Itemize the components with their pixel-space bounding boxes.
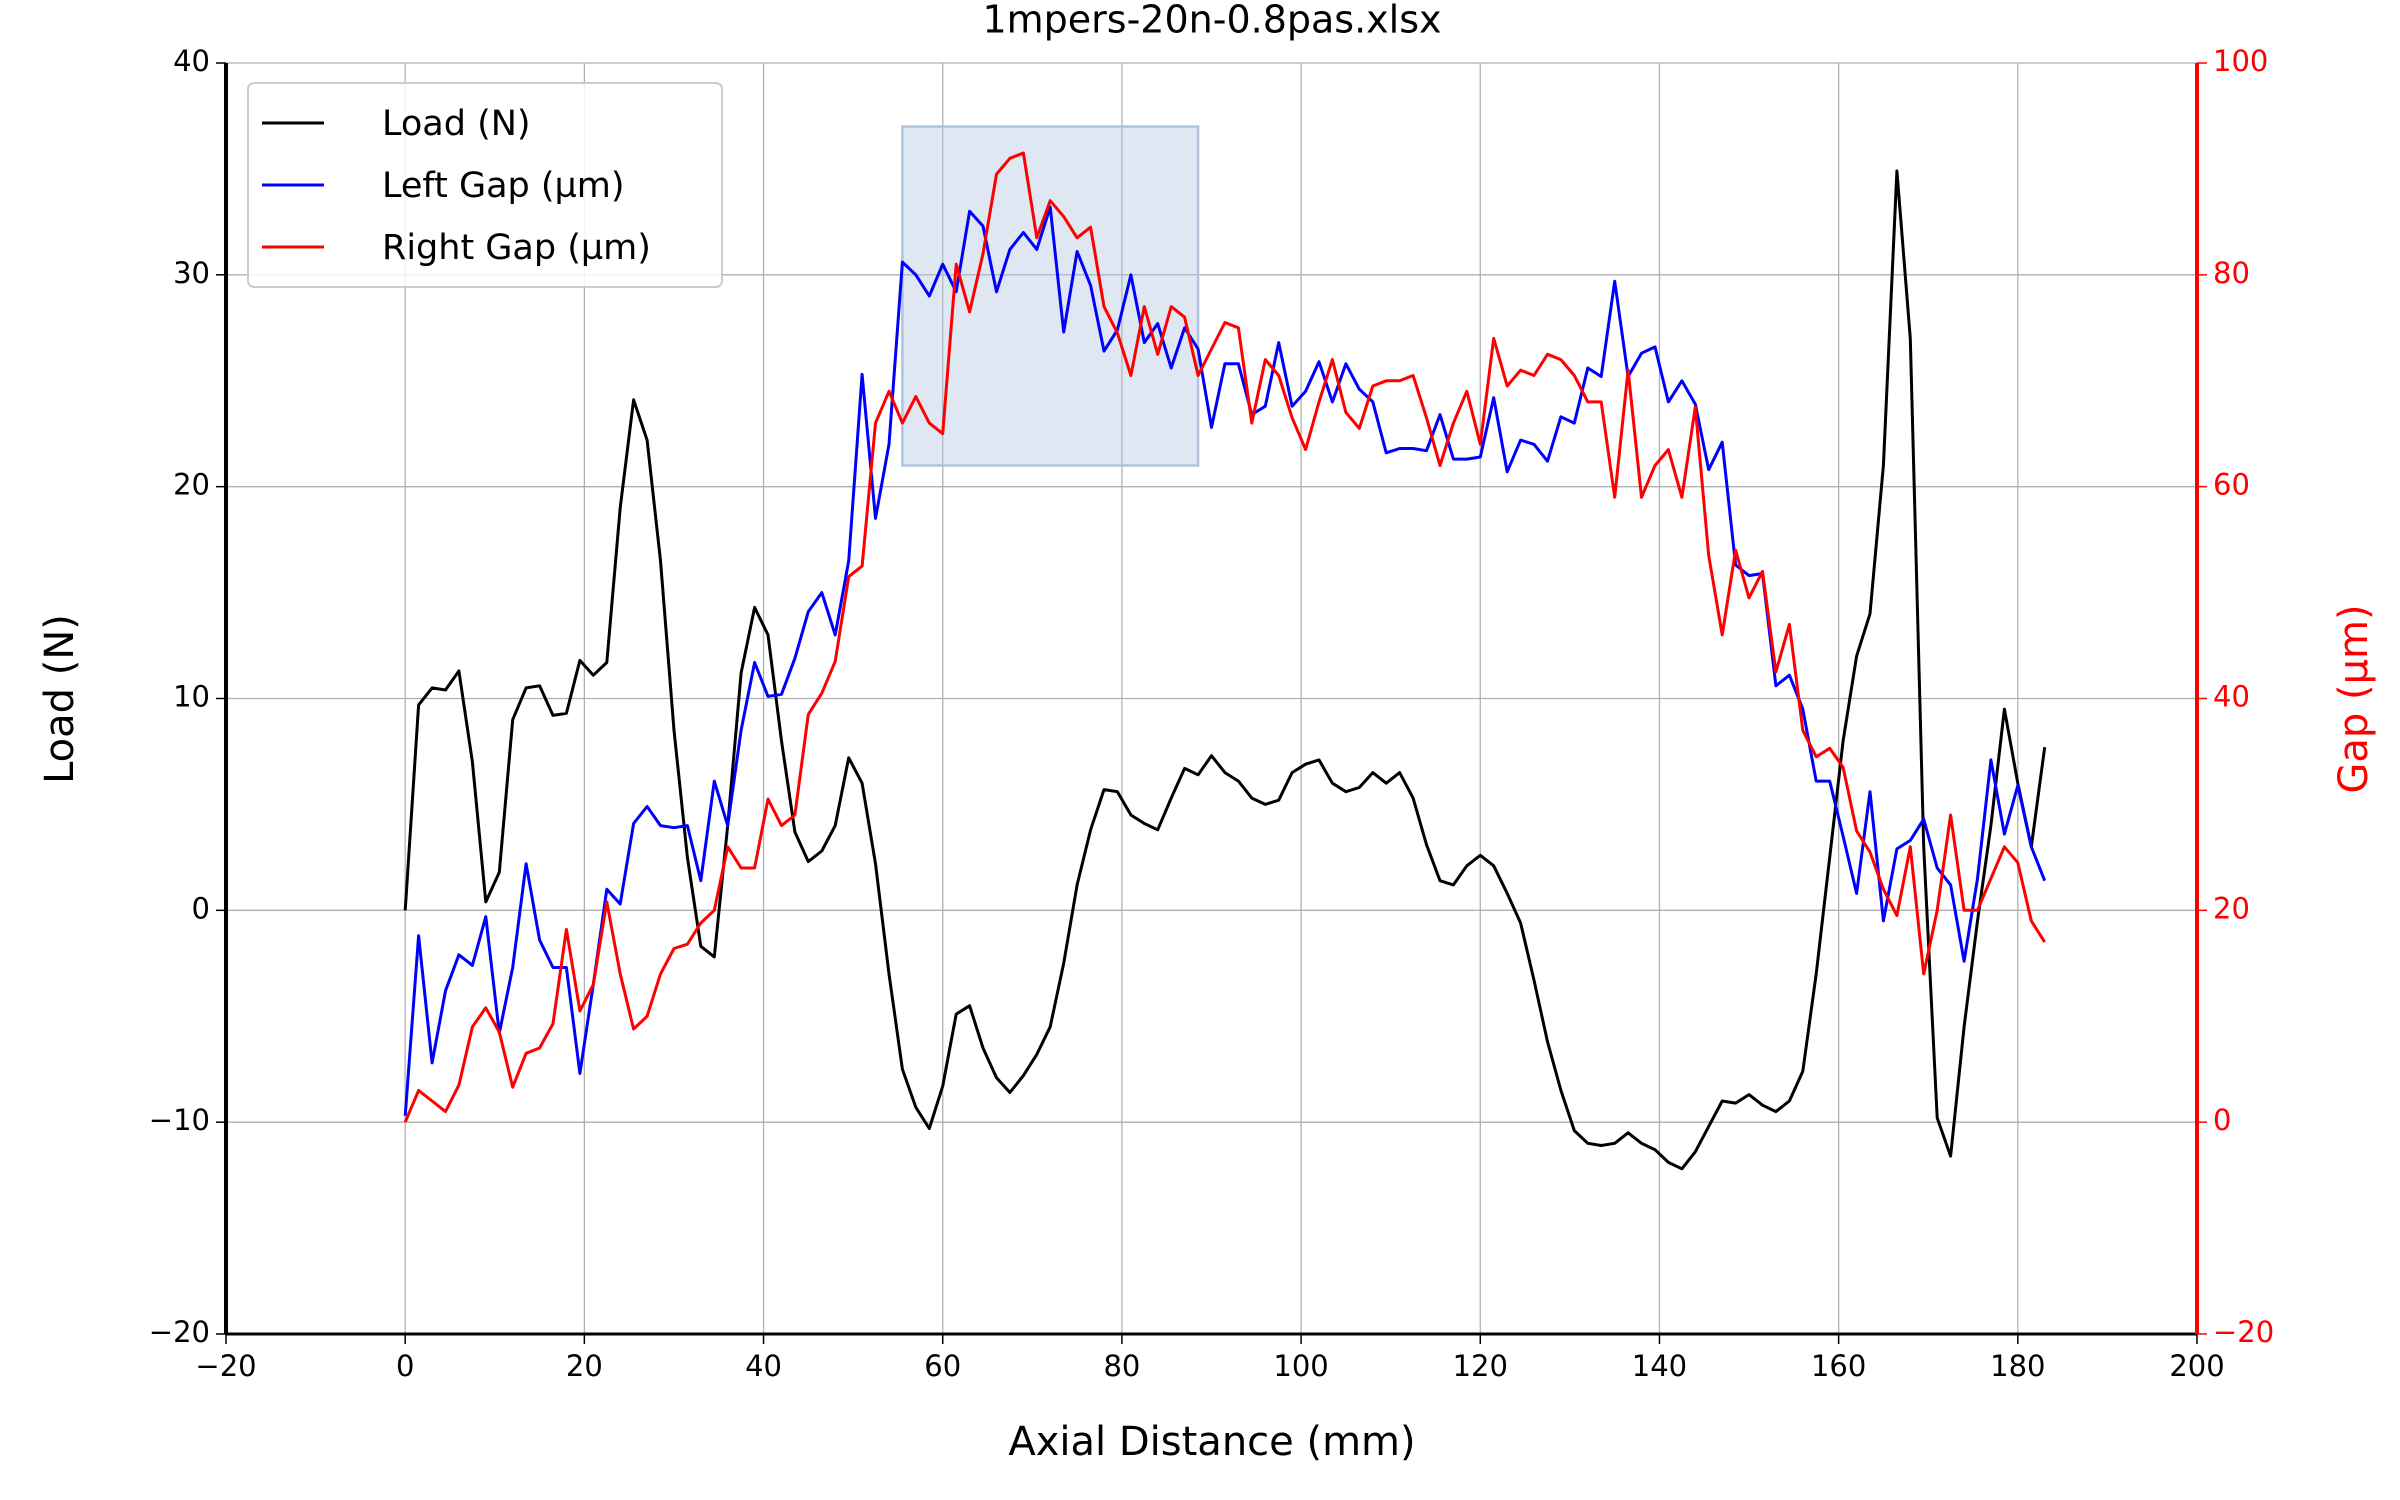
x-tick-label: 40 bbox=[745, 1349, 782, 1383]
y-tick-label: 10 bbox=[173, 680, 210, 714]
y-tick-label: 20 bbox=[173, 468, 210, 502]
highlight-region bbox=[901, 125, 1200, 467]
x-tick-label: 140 bbox=[1632, 1349, 1687, 1383]
chart-title: 1mpers-20n-0.8pas.xlsx bbox=[982, 0, 1441, 42]
y2-axis-label: Gap (µm) bbox=[2331, 604, 2377, 793]
x-tick-label: 100 bbox=[1273, 1349, 1328, 1383]
y2-tick-label: 100 bbox=[2213, 44, 2268, 78]
x-tick-label: 20 bbox=[566, 1349, 603, 1383]
data-line bbox=[403, 169, 2047, 1171]
legend-label: Load (N) bbox=[382, 104, 531, 144]
x-axis-label: Axial Distance (mm) bbox=[1008, 1419, 1415, 1465]
legend-box bbox=[247, 82, 723, 288]
y-tick-label: 30 bbox=[173, 256, 210, 290]
legend-label: Left Gap (µm) bbox=[382, 166, 625, 206]
y-tick-label: −10 bbox=[149, 1103, 210, 1137]
y2-tick-label: 80 bbox=[2213, 256, 2250, 290]
y-tick-label: 40 bbox=[173, 44, 210, 78]
x-tick-label: 160 bbox=[1811, 1349, 1866, 1383]
y-tick-label: −20 bbox=[149, 1315, 210, 1349]
y-axis-label: Load (N) bbox=[37, 614, 83, 784]
y2-tick-label: 60 bbox=[2213, 468, 2250, 502]
x-tick-label: −20 bbox=[195, 1349, 256, 1383]
x-tick-label: 180 bbox=[1990, 1349, 2045, 1383]
x-tick-label: 80 bbox=[1103, 1349, 1140, 1383]
data-line bbox=[403, 205, 2047, 1116]
y-tick-label: 0 bbox=[192, 891, 210, 925]
legend-label: Right Gap (µm) bbox=[382, 228, 651, 268]
y2-tick-label: 40 bbox=[2213, 680, 2250, 714]
legend: Load (N) Left Gap (µm) Right Gap (µm) bbox=[247, 82, 723, 288]
x-tick-label: 120 bbox=[1453, 1349, 1508, 1383]
y2-tick-label: 20 bbox=[2213, 891, 2250, 925]
y2-tick-label: −20 bbox=[2213, 1315, 2274, 1349]
y2-tick-label: 0 bbox=[2213, 1103, 2231, 1137]
x-tick-label: 0 bbox=[396, 1349, 414, 1383]
data-line bbox=[403, 151, 2046, 1123]
x-tick-label: 200 bbox=[2169, 1349, 2224, 1383]
x-tick-label: 60 bbox=[924, 1349, 961, 1383]
